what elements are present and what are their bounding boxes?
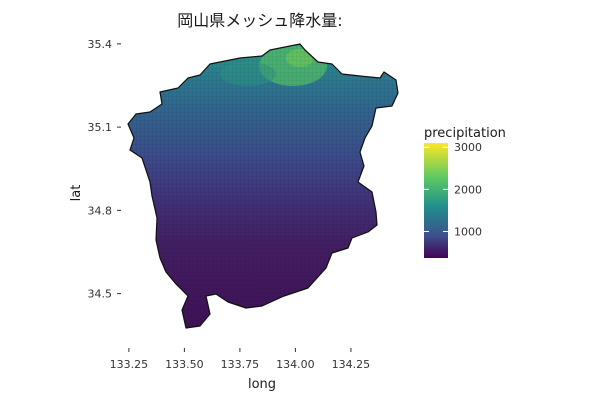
legend-label: 1000: [454, 225, 482, 238]
heatmap-region: [128, 44, 398, 328]
legend-colorbar: [424, 143, 448, 258]
y-axis: 35.4 35.1 34.8 34.5: [88, 38, 121, 301]
x-tick-label: 133.50: [165, 358, 204, 371]
prefecture-outline: [127, 43, 399, 329]
y-tick-label: 34.5: [88, 288, 113, 301]
x-axis-title: long: [248, 377, 276, 392]
legend-label: 2000: [454, 183, 482, 196]
y-axis-title: lat: [69, 185, 84, 202]
legend-label: 3000: [454, 141, 482, 154]
y-tick-label: 34.8: [88, 204, 113, 217]
x-tick-label: 134.00: [276, 358, 315, 371]
x-tick-label: 134.25: [332, 358, 371, 371]
legend: precipitation 3000 2000 1000: [424, 126, 506, 258]
x-tick-label: 133.25: [110, 358, 149, 371]
chart-title: 岡山県メッシュ降水量:: [177, 11, 343, 30]
legend-title: precipitation: [424, 126, 506, 141]
y-tick-label: 35.4: [88, 38, 113, 51]
x-axis: 133.25 133.50 133.75 134.00 134.25: [110, 348, 371, 371]
y-tick-label: 35.1: [88, 121, 113, 134]
x-tick-label: 133.75: [221, 358, 260, 371]
